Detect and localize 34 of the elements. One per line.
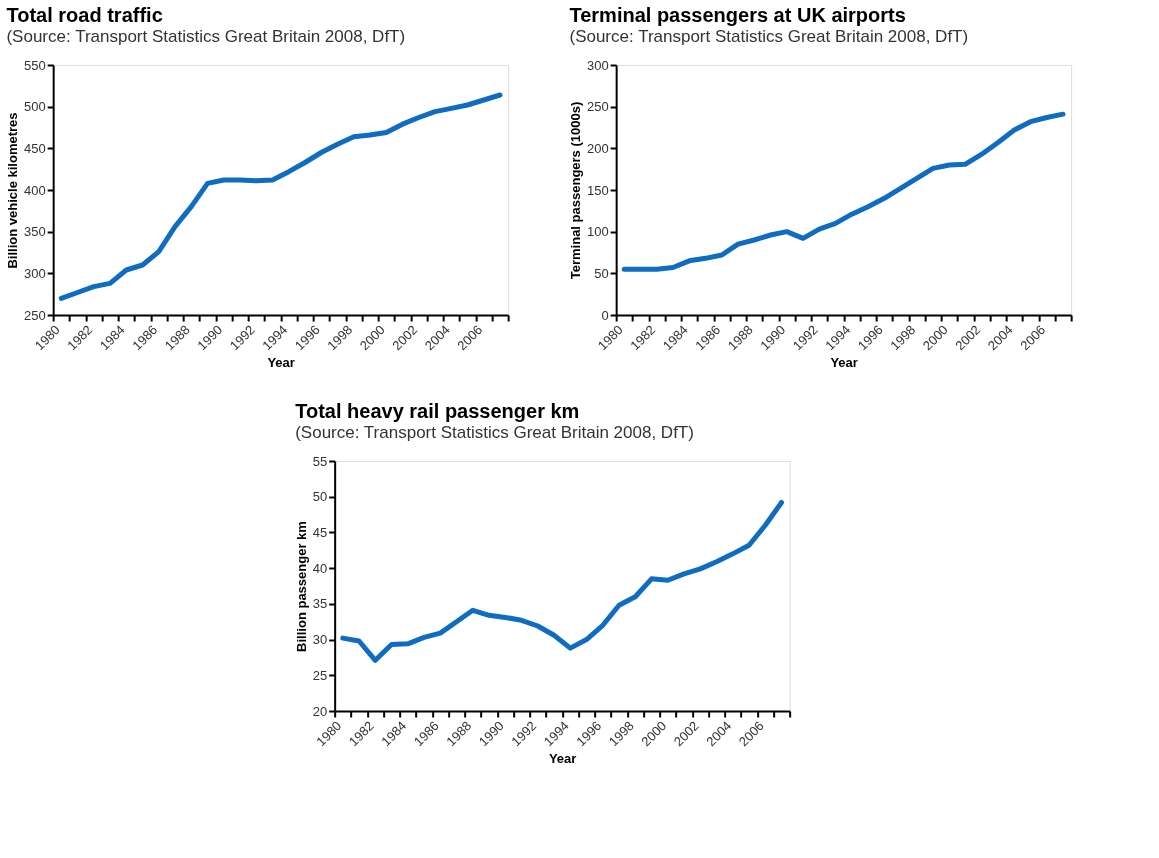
chart-title: Total road traffic — [6, 4, 163, 26]
y-tick-label: 300 — [23, 265, 46, 281]
y-tick-label: 250 — [586, 99, 609, 115]
y-tick-label: 400 — [23, 182, 46, 198]
y-tick-label: 150 — [586, 182, 609, 198]
y-tick-label: 550 — [23, 57, 46, 73]
chart-title: Terminal passengers at UK airports — [569, 4, 906, 26]
y-tick-label: 250 — [23, 307, 46, 323]
chart-subtitle: (Source: Transport Statistics Great Britain 2008, DfT) — [569, 27, 969, 46]
y-tick-label: 200 — [586, 140, 609, 156]
y-tick-label: 0 — [601, 307, 609, 323]
y-tick-label: 350 — [23, 224, 46, 240]
y-tick-label: 500 — [23, 99, 46, 115]
x-axis-title: Year — [830, 355, 858, 371]
y-tick-label: 40 — [312, 560, 328, 576]
y-tick-label: 25 — [312, 667, 328, 683]
y-axis-title: Billion passenger km — [293, 521, 309, 652]
y-axis-title: Billion vehicle kilometres — [4, 112, 20, 269]
y-tick-label: 50 — [312, 489, 328, 505]
y-tick-label: 45 — [312, 524, 328, 540]
chart-subtitle: (Source: Transport Statistics Great Britain 2008, DfT) — [295, 423, 694, 442]
y-tick-label: 20 — [312, 703, 328, 719]
x-axis-title: Year — [267, 355, 295, 371]
y-tick-label: 30 — [312, 632, 328, 648]
y-axis-title: Terminal passengers (1000s) — [567, 101, 583, 280]
y-tick-label: 450 — [23, 140, 46, 156]
x-axis-title: Year — [548, 751, 577, 767]
chart-subtitle: (Source: Transport Statistics Great Britain 2008, DfT) — [6, 27, 406, 46]
y-tick-label: 100 — [586, 224, 609, 240]
y-tick-label: 300 — [586, 57, 609, 73]
chart-title: Total heavy rail passenger km — [295, 400, 580, 422]
y-tick-label: 50 — [594, 265, 609, 281]
y-tick-label: 35 — [312, 596, 328, 612]
y-tick-label: 55 — [312, 453, 328, 469]
